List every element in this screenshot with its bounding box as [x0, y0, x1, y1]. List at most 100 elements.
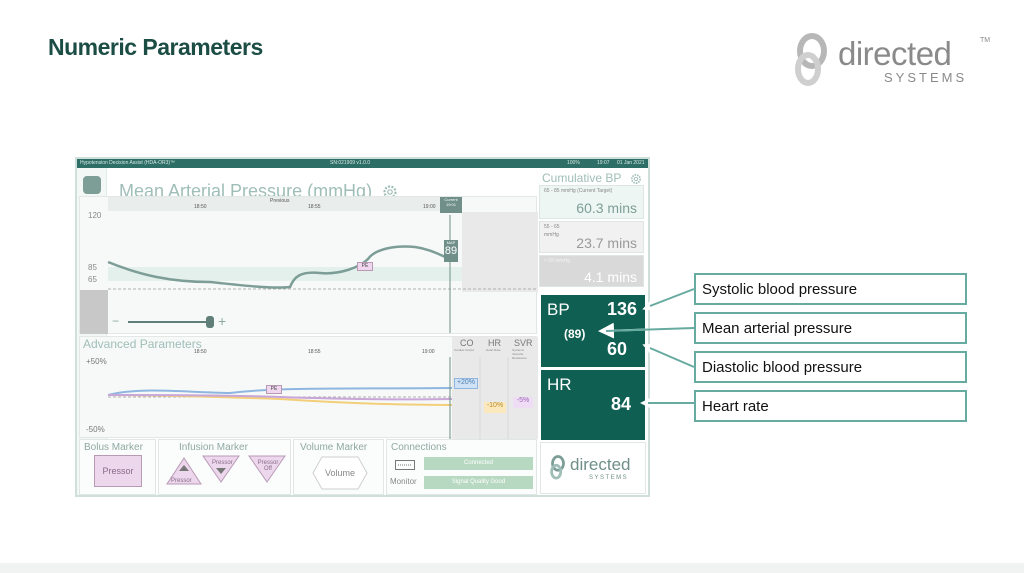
zoom-in-button[interactable]: +	[218, 313, 227, 329]
hr-delta-badge: -10%	[484, 402, 506, 413]
target-time-box: 65 - 85 mmHg (Current Target) 60.3 mins	[539, 185, 644, 219]
bolus-marker-panel: Bolus Marker Pressor	[79, 439, 156, 495]
zoom-slider-handle[interactable]	[206, 316, 214, 328]
adv-time-t3: 19:00	[422, 349, 435, 355]
hr-panel: HR 84	[541, 370, 645, 440]
adv-time-t2: 18:55	[308, 349, 321, 355]
hr-label: HR	[547, 375, 572, 394]
cumulative-bp-title: Cumulative BP	[542, 171, 622, 185]
connected-status: Connected	[424, 457, 533, 470]
current-time-marker: Current 19:01	[440, 197, 462, 213]
device-logo-panel: directed SYSTEMS	[540, 442, 646, 494]
titlebar-app-name: Hypotension Decision Assist (HDA-OR3)™	[80, 160, 176, 166]
timeline-t2: 18:55	[308, 204, 321, 210]
map-chart: Previous 18:50 18:55 19:00 Current 19:01…	[79, 196, 538, 334]
infusion-down-icon[interactable]	[201, 454, 241, 484]
mean-value: (89)	[564, 327, 586, 341]
connections-panel: Connections Connected Monitor Signal Qua…	[386, 439, 537, 495]
infusion-up-icon[interactable]	[165, 456, 203, 486]
col-hr-sub: Heart Rate	[486, 348, 501, 352]
target-range-label: 65 - 85 mmHg (Current Target)	[544, 188, 613, 194]
infusion-off-label: Pressor Off	[257, 460, 279, 472]
col-co: CO	[460, 338, 474, 348]
timeline-t3: 19:00	[423, 204, 436, 210]
titlebar-date: 01 Jan 2021	[617, 160, 645, 166]
footer-band	[0, 563, 1024, 573]
map-value-label: MAP	[446, 240, 456, 245]
col-svr: SVR	[514, 338, 533, 348]
adv-time-t1: 18:50	[194, 349, 207, 355]
callout-heart-rate: Heart rate	[694, 390, 967, 422]
y-tick-120: 120	[88, 211, 102, 220]
mid-time-value: 23.7 mins	[576, 235, 637, 251]
timeline-bar: Previous 18:50 18:55 19:00	[108, 197, 447, 211]
bolus-marker-label: Bolus Marker	[84, 442, 143, 453]
volume-button-label: Volume	[324, 468, 356, 478]
map-trend-line	[107, 215, 538, 333]
y-tick-85: 85	[88, 263, 97, 272]
hypotension-zone	[80, 290, 108, 334]
systolic-value: 136	[606, 299, 637, 319]
device-titlebar: Hypotension Decision Assist (HDA-OR3)™ S…	[77, 159, 648, 168]
col-hr: HR	[488, 338, 501, 348]
low-time-value: 4.1 mins	[584, 269, 637, 285]
svr-delta-badge: -5%	[513, 397, 533, 408]
low-time-box: < 55 mmHg 4.1 mins	[539, 255, 644, 287]
titlebar-serial: SN:021909 v1.0.0	[330, 160, 371, 166]
pe-event-marker[interactable]: PE	[357, 262, 373, 271]
infusion-marker-label: Infusion Marker	[179, 442, 248, 453]
mid-range-unit: mmHg	[544, 232, 559, 238]
co-delta-badge: +20%	[454, 378, 478, 389]
infusion-off-icon[interactable]	[247, 454, 287, 484]
advanced-title: Advanced Parameters	[83, 337, 202, 351]
infusion-down-label: Pressor	[212, 460, 233, 466]
future-zone	[462, 212, 538, 292]
low-range-label: < 55 mmHg	[544, 258, 570, 264]
connections-label: Connections	[391, 442, 447, 453]
map-value: 89	[444, 245, 458, 257]
advanced-trend-lines	[107, 357, 509, 439]
volume-marker-label: Volume Marker	[300, 442, 368, 453]
adv-pe-marker[interactable]: PE	[266, 385, 282, 394]
infusion-up-label: Pressor	[171, 478, 192, 484]
mid-range-label: 55 - 65	[544, 224, 560, 230]
volume-button-icon[interactable]	[312, 456, 368, 490]
bolus-pressor-button[interactable]: Pressor	[94, 455, 142, 487]
directed-logo-icon	[795, 33, 827, 86]
callout-systolic: Systolic blood pressure	[694, 273, 967, 305]
signal-quality-status: Signal Quality Good	[424, 476, 533, 489]
adv-y-top: +50%	[86, 357, 107, 366]
target-time-value: 60.3 mins	[576, 200, 637, 216]
infusion-marker-panel: Infusion Marker Pressor Pressor Pressor …	[158, 439, 291, 495]
map-value-marker: MAP 89	[444, 240, 458, 262]
callout-mean: Mean arterial pressure	[694, 312, 967, 344]
volume-marker-panel: Volume Marker Volume	[293, 439, 384, 495]
titlebar-battery: 100%	[567, 160, 580, 166]
device-logo-text: directed	[570, 455, 631, 474]
timeline-previous: Previous	[270, 198, 290, 204]
hr-value: 84	[610, 394, 631, 414]
callout-diastolic: Diastolic blood pressure	[694, 351, 967, 383]
zoom-out-button[interactable]: −	[112, 314, 120, 328]
titlebar-time: 19:07	[597, 160, 610, 166]
cumulative-gear-icon[interactable]	[630, 173, 642, 185]
col-co-sub: Cardiac Output	[454, 348, 475, 352]
current-label: Current	[444, 197, 458, 202]
device-logo-sub: SYSTEMS	[589, 475, 629, 481]
monitor-icon	[395, 460, 415, 470]
logo-subtitle: SYSTEMS	[884, 70, 968, 85]
logo-trademark: TM	[980, 37, 991, 44]
advanced-parameters-panel: Advanced Parameters 18:50 18:55 19:00 +5…	[79, 336, 538, 439]
monitor-label: Monitor	[390, 477, 417, 486]
mid-time-box: 55 - 65 mmHg 23.7 mins	[539, 221, 644, 253]
timeline-t1: 18:50	[194, 204, 207, 210]
y-tick-65: 65	[88, 275, 97, 284]
device-screenshot: Hypotension Decision Assist (HDA-OR3)™ S…	[75, 157, 650, 497]
logo-wordmark: directed	[838, 35, 952, 72]
col-svr-sub: Systemic Vascular Resistance	[512, 348, 527, 360]
zoom-slider-track[interactable]	[128, 321, 213, 323]
slide-title: Numeric Parameters	[48, 34, 263, 60]
bp-label: BP	[547, 300, 570, 319]
hda-app-icon[interactable]	[83, 176, 101, 194]
